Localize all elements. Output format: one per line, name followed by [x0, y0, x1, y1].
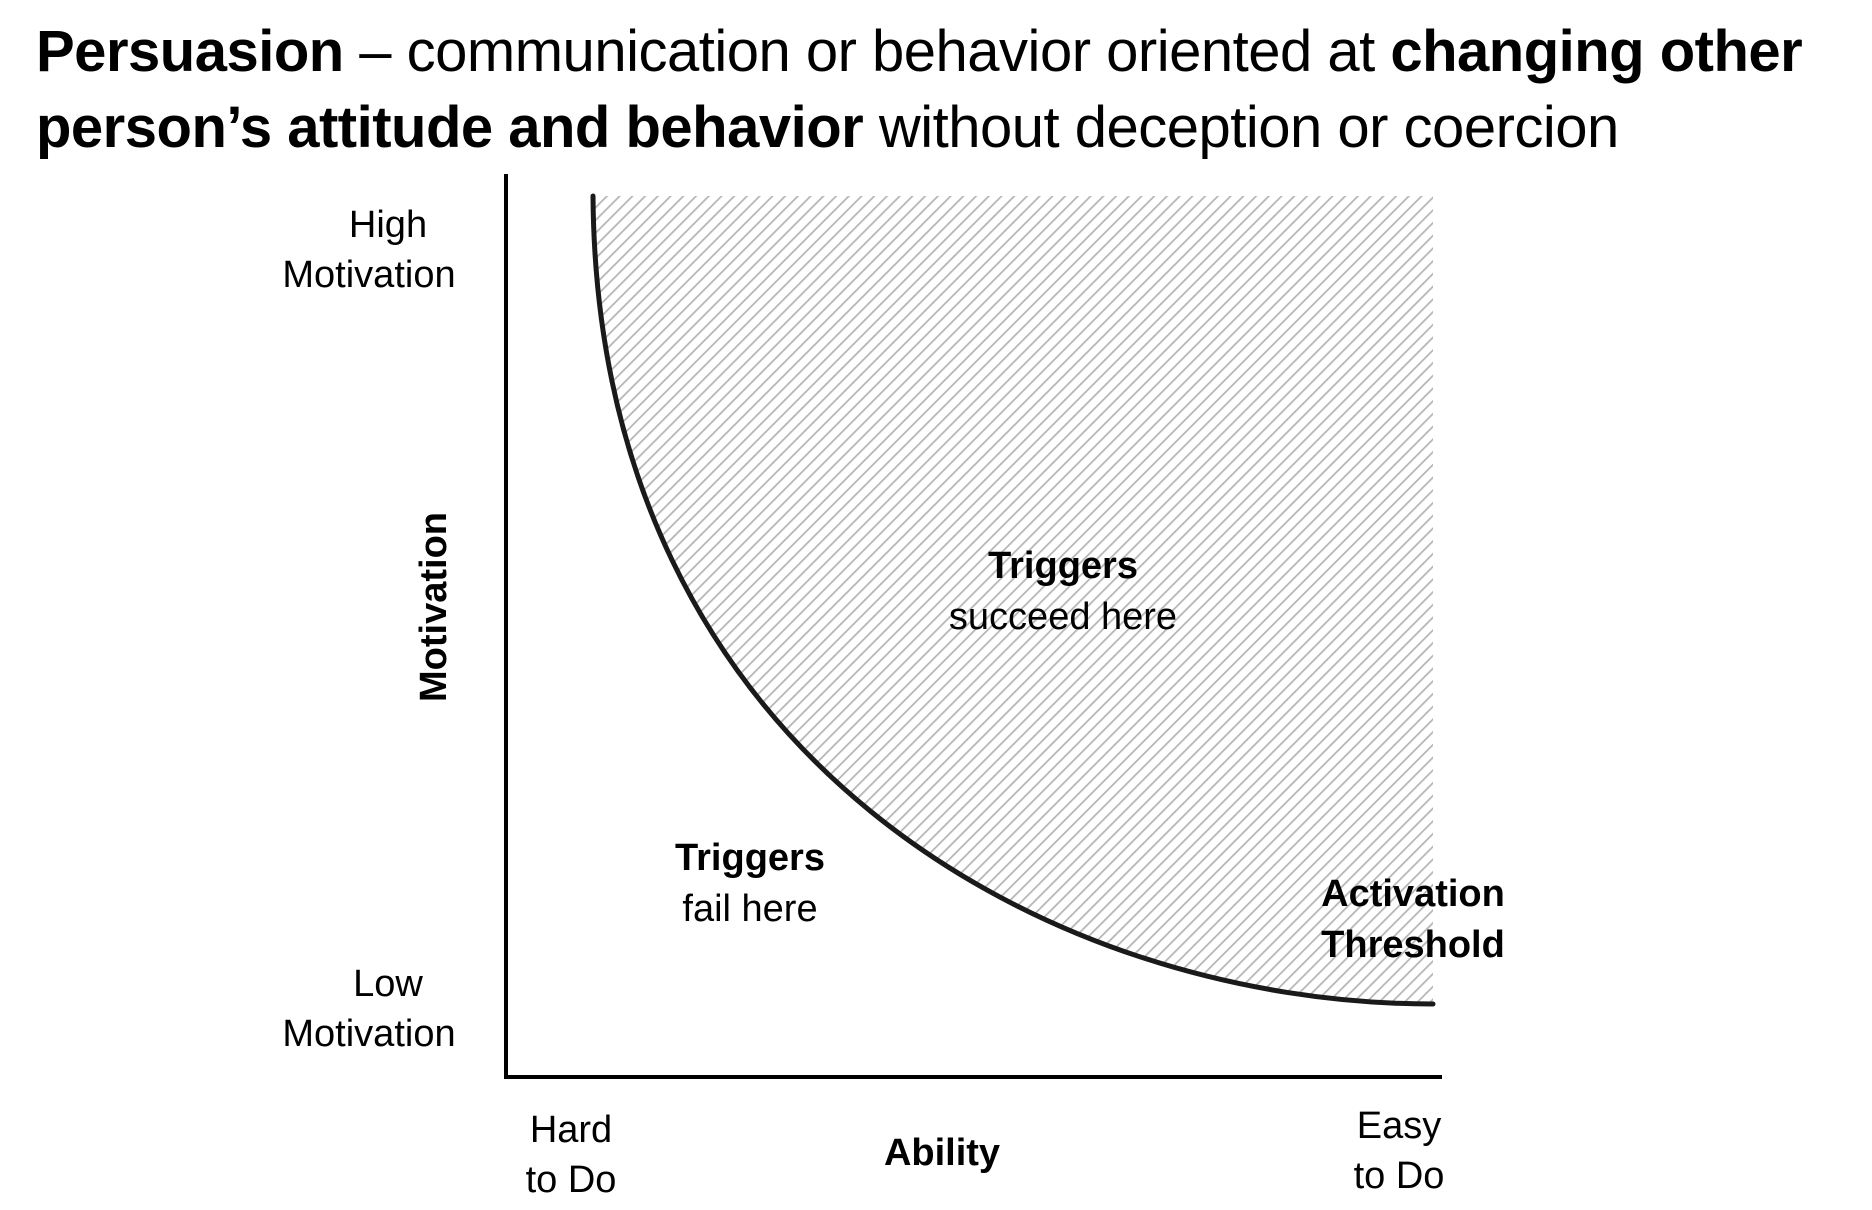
y-axis-bottom-label-line2: Motivation: [282, 1013, 455, 1055]
headline-part1: – communication or behavior oriented at: [343, 19, 1391, 84]
x-axis-right-label-line2: to Do: [1354, 1155, 1445, 1197]
headline-term: Persuasion: [36, 19, 344, 84]
x-axis-left-label-line1: Hard: [530, 1109, 612, 1151]
y-axis-top-label-line2: Motivation: [282, 254, 455, 296]
y-axis-title: Motivation: [413, 512, 455, 702]
activation-threshold-label-line2: Threshold: [1321, 924, 1505, 966]
x-axis-left-label-line2: to Do: [526, 1159, 617, 1201]
headline-emphasis: changing other person’s attitude and beh…: [36, 19, 1803, 160]
headline: Persuasion – communication or behavior o…: [36, 14, 1856, 166]
headline-part2: without deception or coercion: [863, 95, 1619, 160]
y-axis-bottom-label-line1: Low: [353, 963, 423, 1005]
y-axis-top-label-line1: High: [349, 204, 427, 246]
x-axis-title: Ability: [884, 1132, 1000, 1174]
failure-region-title: Triggers: [675, 837, 825, 879]
x-axis-right-label-line1: Easy: [1357, 1105, 1441, 1147]
success-region-text: succeed here: [949, 596, 1177, 638]
success-region-title: Triggers: [988, 545, 1138, 587]
activation-threshold-curve: [590, 193, 1436, 1007]
failure-region-text: fail here: [682, 888, 817, 930]
activation-threshold-label-line1: Activation: [1321, 873, 1505, 915]
success-region-hatch: [593, 196, 1433, 1004]
